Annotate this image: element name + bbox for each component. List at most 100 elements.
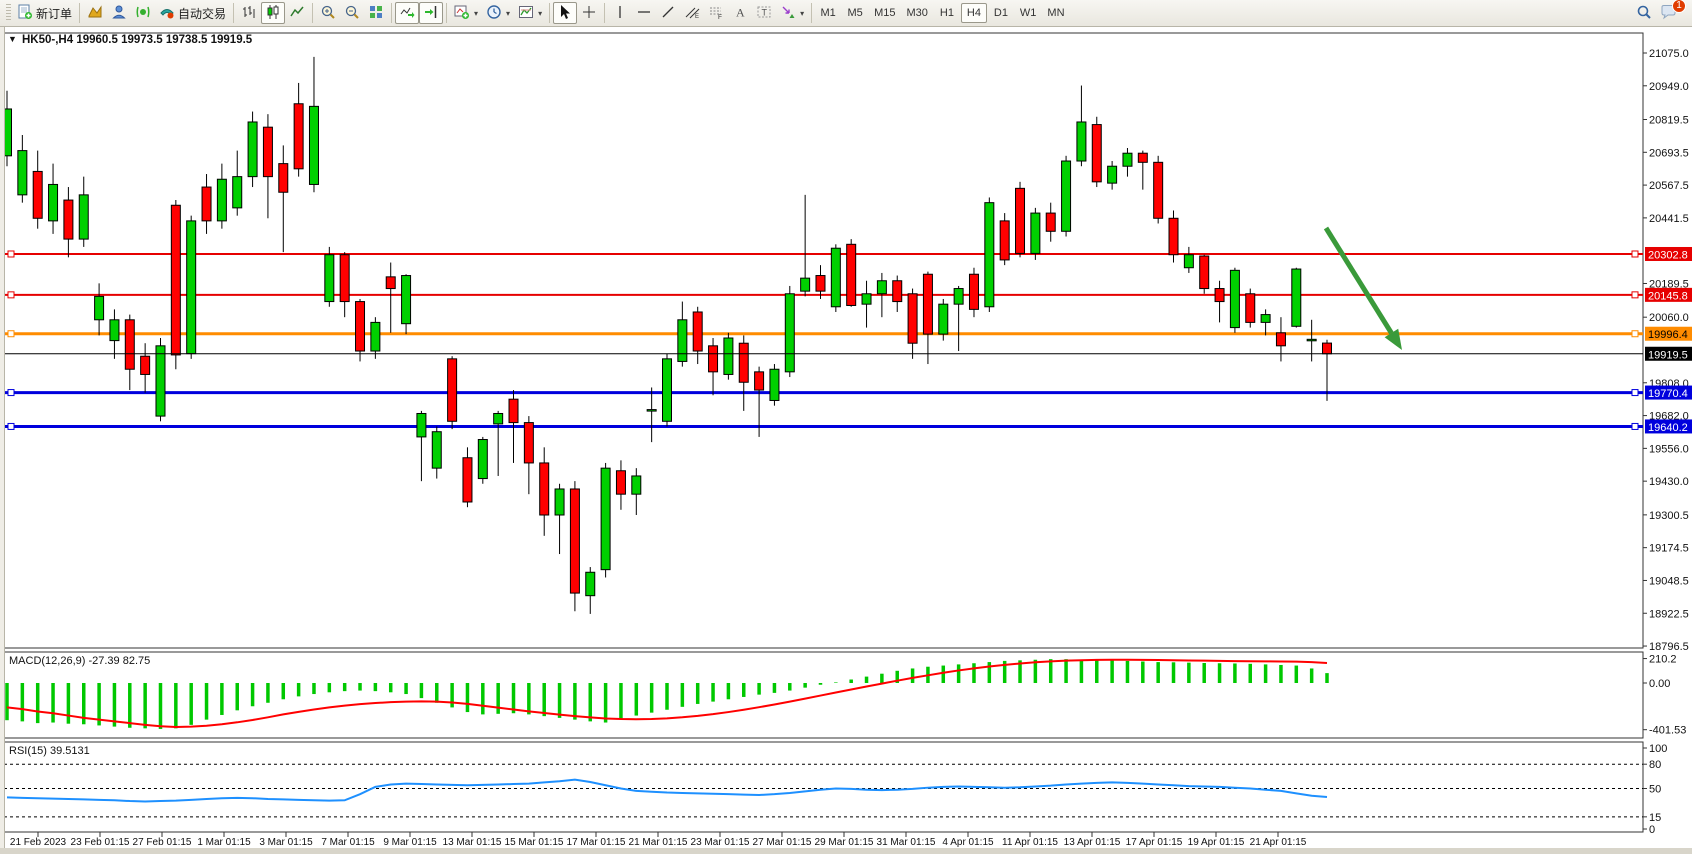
timeframe-H4[interactable]: H4 — [960, 3, 987, 23]
bullish-candle — [186, 220, 197, 355]
cursor-button[interactable] — [553, 2, 578, 24]
window-bottom-edge — [0, 848, 1692, 854]
bullish-candle — [1229, 269, 1240, 329]
candlestick-chart-icon — [265, 4, 281, 23]
line-handle[interactable] — [7, 291, 15, 299]
time-axis-label: 17 Apr 01:15 — [1126, 837, 1183, 848]
vertical-line-button[interactable] — [608, 2, 632, 24]
bullish-candle — [1076, 121, 1087, 162]
bullish-candle — [830, 247, 841, 308]
crosshair-button[interactable] — [577, 2, 601, 24]
price-axis-label: 19430.0 — [1649, 476, 1689, 488]
new-order-icon — [17, 4, 33, 23]
bullish-candle — [1122, 152, 1133, 167]
bullish-candle — [723, 337, 734, 375]
time-axis-label: 21 Mar 01:15 — [629, 837, 688, 848]
autotrading-label: 自动交易 — [178, 6, 227, 21]
search-button[interactable] — [1632, 2, 1656, 24]
bearish-candle — [1214, 288, 1225, 303]
templates-button[interactable]: ▾ — [514, 2, 546, 24]
line-chart-button[interactable] — [285, 2, 309, 24]
timeframe-M30[interactable]: M30 — [902, 3, 933, 23]
new-order-button[interactable]: 新订单 — [13, 2, 76, 24]
text-button[interactable]: A — [728, 2, 752, 24]
text-label-button[interactable]: T — [752, 2, 776, 24]
price-axis-label: 21075.0 — [1649, 48, 1689, 60]
timeframe-D1[interactable]: D1 — [988, 3, 1014, 23]
autotrading-button[interactable]: 自动交易 — [155, 2, 230, 24]
auto-scroll-button[interactable] — [395, 2, 420, 24]
line-handle[interactable] — [1631, 330, 1639, 338]
fibonacci-button[interactable]: F — [704, 2, 728, 24]
timeframe-M1[interactable]: M1 — [815, 3, 841, 23]
timeframe-H1[interactable]: H1 — [934, 3, 960, 23]
trend-arrow-head[interactable] — [1384, 328, 1402, 350]
bullish-candle — [554, 488, 565, 516]
bearish-candle — [262, 126, 273, 178]
zoom-out-icon — [344, 4, 360, 23]
rsi-axis-label: 80 — [1649, 759, 1661, 771]
timeframe-M15[interactable]: M15 — [869, 3, 900, 23]
line-handle[interactable] — [1631, 250, 1639, 258]
bullish-candle — [401, 275, 412, 325]
price-tag-label: 19640.2 — [1648, 422, 1688, 434]
vertical-line-icon — [612, 4, 628, 23]
channel-button[interactable]: E — [680, 2, 704, 24]
symbol-dropdown-icon[interactable]: ▼ — [8, 34, 17, 44]
navigator-button[interactable] — [107, 2, 131, 24]
trendline-icon — [660, 4, 676, 23]
dropdown-caret-icon: ▾ — [538, 8, 543, 18]
text-icon: A — [732, 4, 748, 23]
arrows-objects-button[interactable]: ▾ — [776, 2, 808, 24]
line-handle[interactable] — [1631, 291, 1639, 299]
trendline-button[interactable] — [656, 2, 680, 24]
new-order-label: 新订单 — [36, 6, 73, 21]
candlestick-series — [2, 56, 1332, 614]
line-handle[interactable] — [7, 422, 15, 430]
candlestick-chart-button[interactable] — [261, 2, 286, 24]
bullish-candle — [370, 321, 381, 352]
timeframe-W1[interactable]: W1 — [1015, 3, 1042, 23]
current-price-tag — [1645, 346, 1692, 361]
dropdown-caret-icon: ▾ — [506, 8, 511, 18]
price-tag — [1645, 246, 1692, 261]
time-axis-label: 31 Mar 01:15 — [877, 837, 936, 848]
bearish-candle — [692, 311, 703, 352]
timeframe-M5[interactable]: M5 — [842, 3, 868, 23]
bullish-candle — [1107, 165, 1118, 184]
bearish-candle — [1275, 332, 1286, 347]
terminal-button[interactable] — [131, 2, 155, 24]
chat-button[interactable]: 1 — [1656, 0, 1686, 24]
time-axis-label: 13 Mar 01:15 — [443, 837, 502, 848]
tile-windows-icon — [368, 4, 384, 23]
indicators-button[interactable]: ▾ — [450, 2, 482, 24]
line-handle[interactable] — [1631, 389, 1639, 397]
rsi-label: RSI(15) 39.5131 — [9, 745, 90, 757]
bullish-candle — [677, 319, 688, 362]
bullish-candle — [1291, 268, 1302, 327]
zoom-in-button[interactable] — [316, 2, 340, 24]
market-watch-button[interactable] — [83, 2, 107, 24]
search-icon — [1636, 4, 1652, 23]
chat-icon — [1660, 4, 1678, 23]
horizontal-line-button[interactable] — [632, 2, 656, 24]
line-handle[interactable] — [7, 250, 15, 258]
periods-button[interactable]: ▾ — [482, 2, 514, 24]
bearish-candle — [293, 103, 304, 170]
bullish-candle — [1030, 212, 1041, 254]
line-handle[interactable] — [1631, 422, 1639, 430]
price-tag — [1645, 326, 1692, 341]
line-handle[interactable] — [7, 330, 15, 338]
bearish-candle — [738, 342, 749, 383]
tile-windows-button[interactable] — [364, 2, 388, 24]
zoom-out-button[interactable] — [340, 2, 364, 24]
timeframe-MN[interactable]: MN — [1042, 3, 1069, 23]
bar-chart-button[interactable] — [237, 2, 261, 24]
line-handle[interactable] — [7, 389, 15, 397]
price-tag — [1645, 385, 1692, 400]
trend-arrow[interactable] — [1323, 226, 1394, 335]
bearish-candle — [968, 273, 979, 310]
chart-shift-button[interactable] — [419, 2, 444, 24]
price-axis-label: 20819.5 — [1649, 115, 1689, 127]
